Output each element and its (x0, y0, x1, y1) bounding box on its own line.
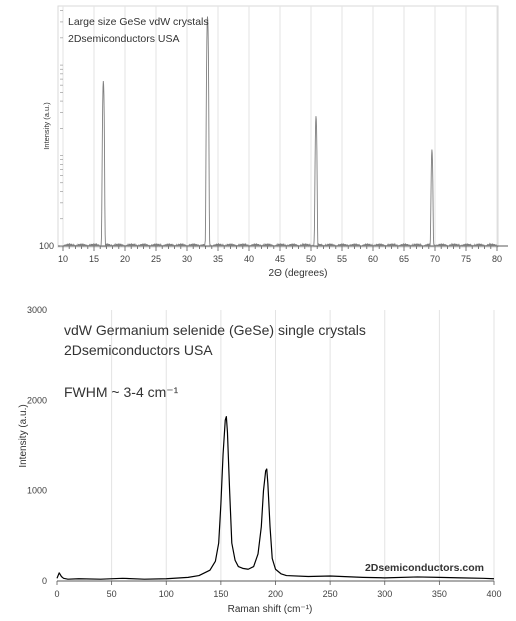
xrd-x-tick-label: 35 (213, 254, 223, 264)
raman-y-axis-label: Intensity (a.u.) (18, 404, 29, 467)
raman-x-tick-label: 350 (432, 589, 447, 599)
raman-x-tick-label: 0 (54, 589, 59, 599)
raman-annotation-company: 2Dsemiconductors USA (64, 342, 213, 358)
raman-x-ticks (56, 581, 495, 585)
raman-series-line (56, 415, 495, 580)
xrd-x-tick-label: 75 (461, 254, 471, 264)
raman-y-tick-labels: 0 1000 2000 3000 (27, 305, 47, 586)
raman-watermark: 2Dsemiconductors.com (365, 562, 484, 574)
raman-x-axis-label: Raman shift (cm⁻¹) (228, 604, 313, 615)
xrd-annotation-line-2: 2Dsemiconductors USA (68, 33, 179, 45)
xrd-x-axis-label: 2Θ (degrees) (269, 268, 328, 279)
xrd-x-tick-label: 80 (492, 254, 502, 264)
xrd-x-tick-label: 20 (120, 254, 130, 264)
raman-annotation-fwhm: FWHM ~ 3-4 cm⁻¹ (64, 384, 179, 400)
raman-x-tick-label: 200 (268, 589, 283, 599)
xrd-chart: 10 15 20 25 30 35 40 45 50 55 60 65 70 75 80 100 Large… (39, 5, 508, 279)
xrd-plot-area (57, 5, 499, 248)
xrd-x-tick-label: 25 (151, 254, 161, 264)
raman-y-tick-label: 3000 (27, 305, 47, 315)
raman-x-tick-label: 150 (213, 589, 228, 599)
raman-x-tick-label: 250 (323, 589, 338, 599)
raman-y-tick-label: 0 (42, 576, 47, 586)
xrd-x-tick-labels: 10 15 20 25 30 35 40 45 50 55 60 65 70 75 80 (58, 254, 502, 264)
xrd-y-axis-label: Intensity (a.u.) (42, 102, 51, 150)
raman-x-tick-label: 50 (107, 589, 117, 599)
raman-x-tick-label: 300 (377, 589, 392, 599)
raman-chart: 0 50 100 150 200 250 300 350 400 0 1000 2000 3000 v… (18, 305, 502, 615)
xrd-series-line (62, 16, 498, 248)
raman-x-tick-label: 100 (159, 589, 174, 599)
raman-x-tick-label: 400 (486, 589, 501, 599)
xrd-y-tick-label-100: 100 (39, 241, 54, 251)
xrd-x-tick-label: 45 (275, 254, 285, 264)
xrd-x-tick-label: 40 (244, 254, 254, 264)
xrd-x-tick-label: 55 (337, 254, 347, 264)
xrd-x-tick-label: 10 (58, 254, 68, 264)
xrd-x-tick-label: 65 (399, 254, 409, 264)
raman-gridlines (111, 310, 495, 581)
xrd-y-minor-ticks (60, 10, 63, 247)
raman-y-tick-label: 1000 (27, 486, 47, 496)
xrd-x-tick-label: 30 (182, 254, 192, 264)
xrd-x-tick-label: 70 (430, 254, 440, 264)
xrd-x-tick-label: 50 (306, 254, 316, 264)
xrd-x-tick-label: 60 (368, 254, 378, 264)
raman-y-tick-label: 2000 (27, 395, 47, 405)
raman-x-tick-labels: 0 50 100 150 200 250 300 350 400 (54, 589, 501, 599)
raman-annotation-title: vdW Germanium selenide (GeSe) single cry… (64, 322, 366, 338)
xrd-annotation-line-1: Large size GeSe vdW crystals (68, 16, 209, 28)
xrd-x-tick-label: 15 (89, 254, 99, 264)
xrd-gridlines (62, 6, 498, 246)
